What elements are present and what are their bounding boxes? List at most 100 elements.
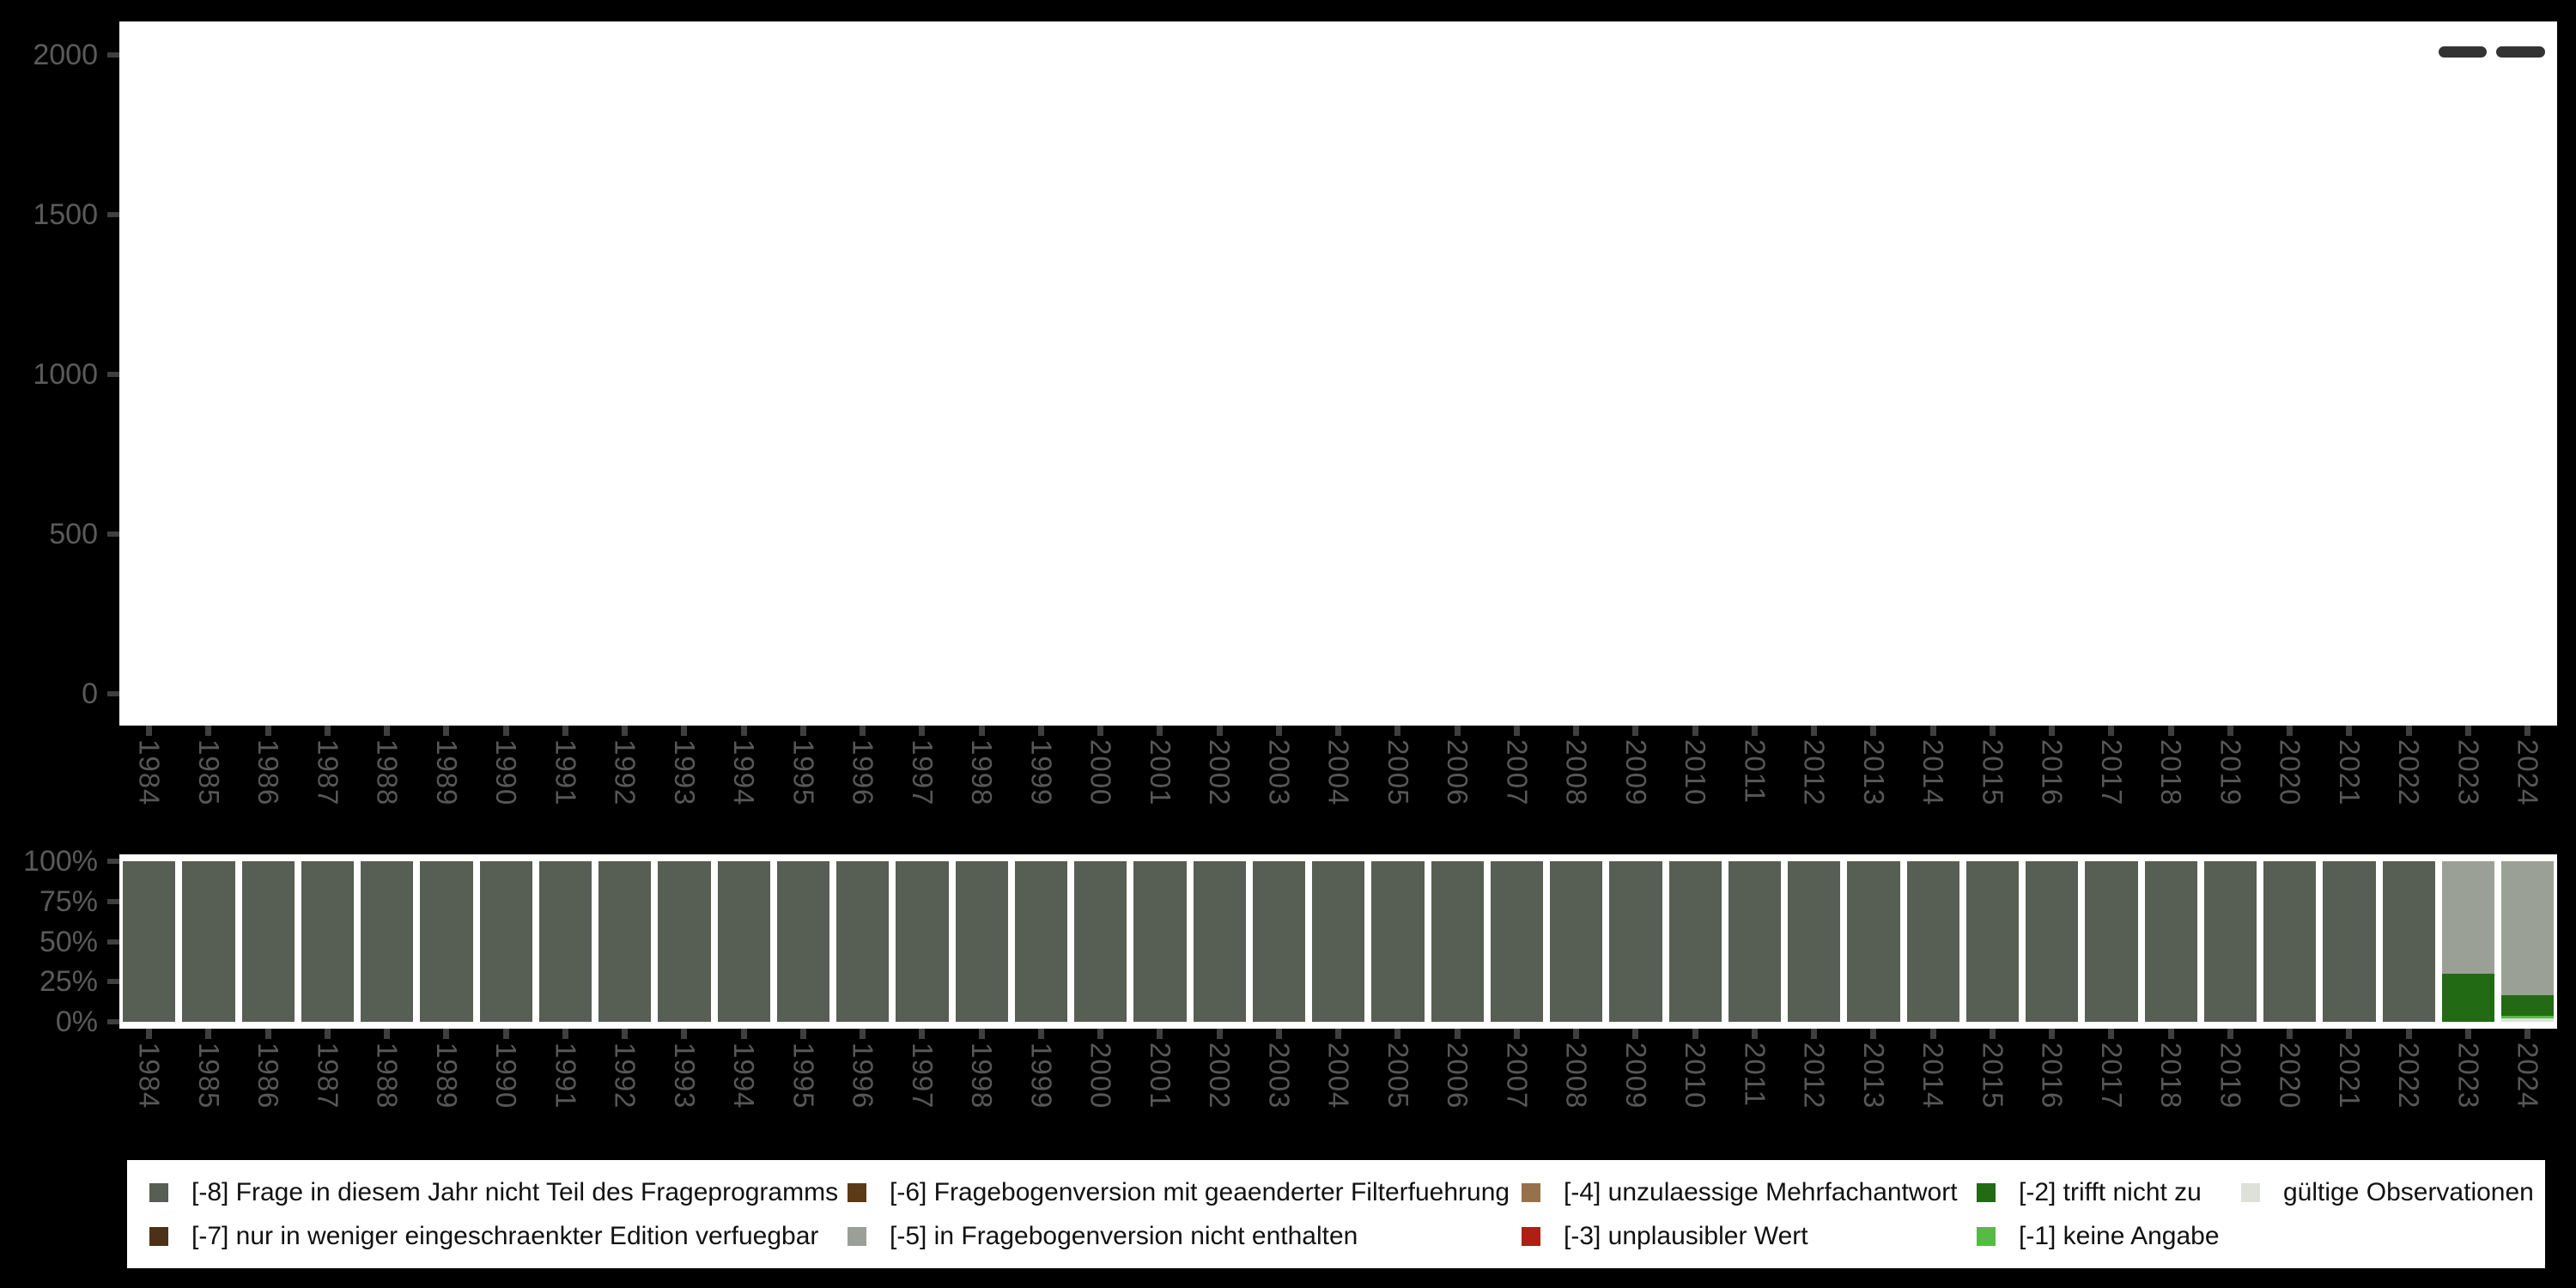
stacked-bar-2015[interactable] <box>1965 861 2019 1022</box>
legend-item--1[interactable]: [-1] keine Angabe <box>1977 1222 2241 1251</box>
stacked-bar-1990[interactable] <box>479 861 532 1022</box>
bar-segment--8[interactable] <box>2323 861 2376 1022</box>
stacked-bar-1996[interactable] <box>836 861 890 1022</box>
bar-segment-valid[interactable] <box>2501 1018 2555 1022</box>
bar-segment--8[interactable] <box>2203 861 2257 1022</box>
stacked-bar-2024[interactable] <box>2501 861 2555 1022</box>
stacked-bar-2008[interactable] <box>1550 861 1603 1022</box>
bar-segment--8[interactable] <box>2382 861 2435 1022</box>
bar-segment--1[interactable] <box>2501 1016 2555 1019</box>
stacked-bar-1998[interactable] <box>955 861 1008 1022</box>
bar-segment--8[interactable] <box>2144 861 2197 1022</box>
bar-segment--8[interactable] <box>896 861 949 1022</box>
bar-segment--8[interactable] <box>2263 861 2317 1022</box>
modebar-dash-icon-1[interactable] <box>2439 46 2487 58</box>
stacked-bar-2017[interactable] <box>2085 861 2138 1022</box>
stacked-bar-2002[interactable] <box>1193 861 1246 1022</box>
bar-segment--8[interactable] <box>1550 861 1603 1022</box>
stacked-bar-2020[interactable] <box>2263 861 2317 1022</box>
bar-segment--8[interactable] <box>479 861 532 1022</box>
stacked-bar-1992[interactable] <box>598 861 652 1022</box>
bar-segment--8[interactable] <box>1490 861 1543 1022</box>
bar-segment--8[interactable] <box>598 861 652 1022</box>
bar-segment--8[interactable] <box>1906 861 1959 1022</box>
legend-item--8[interactable]: [-8] Frage in diesem Jahr nicht Teil des… <box>149 1178 848 1207</box>
bar-slot-1999 <box>1012 861 1071 1022</box>
bar-segment--8[interactable] <box>955 861 1008 1022</box>
bar-segment--8[interactable] <box>538 861 592 1022</box>
stacked-bar-2004[interactable] <box>1312 861 1365 1022</box>
stacked-bar-2023[interactable] <box>2441 861 2494 1022</box>
x-axis-slot: 1992 <box>595 726 654 805</box>
stacked-bar-2011[interactable] <box>1728 861 1781 1022</box>
modebar-dash-icon-2[interactable] <box>2496 46 2545 58</box>
stacked-bar-1987[interactable] <box>301 861 354 1022</box>
stacked-bar-1985[interactable] <box>182 861 235 1022</box>
stacked-bar-2005[interactable] <box>1371 861 1425 1022</box>
stacked-bar-2007[interactable] <box>1490 861 1543 1022</box>
bar-segment--8[interactable] <box>2026 861 2079 1022</box>
bar-segment--8[interactable] <box>1788 861 1841 1022</box>
bar-segment--8[interactable] <box>182 861 235 1022</box>
bar-segment--8[interactable] <box>1193 861 1246 1022</box>
stacked-bar-2003[interactable] <box>1252 861 1305 1022</box>
bar-segment--8[interactable] <box>1371 861 1425 1022</box>
bar-segment--8[interactable] <box>301 861 354 1022</box>
stacked-bar-2000[interactable] <box>1074 861 1127 1022</box>
bar-segment--8[interactable] <box>1133 861 1187 1022</box>
stacked-bar-2018[interactable] <box>2144 861 2197 1022</box>
bar-segment--8[interactable] <box>1431 861 1484 1022</box>
stacked-bar-2012[interactable] <box>1788 861 1841 1022</box>
bar-segment--8[interactable] <box>1252 861 1305 1022</box>
legend-item--6[interactable]: [-6] Fragebogenversion mit geaenderter F… <box>848 1178 1522 1207</box>
bar-segment--8[interactable] <box>836 861 890 1022</box>
stacked-bar-2021[interactable] <box>2323 861 2376 1022</box>
stacked-bar-1991[interactable] <box>538 861 592 1022</box>
stacked-bar-2013[interactable] <box>1847 861 1900 1022</box>
legend-item--2[interactable]: [-2] trifft nicht zu <box>1977 1178 2241 1207</box>
legend-item--5[interactable]: [-5] in Fragebogenversion nicht enthalte… <box>848 1222 1522 1251</box>
bar-segment--8[interactable] <box>1074 861 1127 1022</box>
stacked-bar-2016[interactable] <box>2026 861 2079 1022</box>
bar-segment--8[interactable] <box>1965 861 2019 1022</box>
bar-segment--8[interactable] <box>1728 861 1781 1022</box>
stacked-bar-2010[interactable] <box>1668 861 1722 1022</box>
stacked-bar-1994[interactable] <box>717 861 770 1022</box>
stacked-bar-2006[interactable] <box>1431 861 1484 1022</box>
legend-item-valid[interactable]: gültige Observationen <box>2241 1178 2545 1207</box>
bar-segment--8[interactable] <box>1312 861 1365 1022</box>
stacked-bar-2014[interactable] <box>1906 861 1959 1022</box>
legend-item--4[interactable]: [-4] unzulaessige Mehrfachantwort <box>1522 1178 1977 1207</box>
stacked-bar-1984[interactable] <box>123 861 176 1022</box>
stacked-bar-1986[interactable] <box>241 861 295 1022</box>
stacked-bar-1997[interactable] <box>896 861 949 1022</box>
stacked-bar-1993[interactable] <box>658 861 711 1022</box>
stacked-bar-2022[interactable] <box>2382 861 2435 1022</box>
bar-segment--8[interactable] <box>658 861 711 1022</box>
bar-segment--8[interactable] <box>1847 861 1900 1022</box>
bar-segment--8[interactable] <box>2085 861 2138 1022</box>
bar-segment--8[interactable] <box>1609 861 1662 1022</box>
legend-item--3[interactable]: [-3] unplausibler Wert <box>1522 1222 1977 1251</box>
bar-segment--8[interactable] <box>1014 861 1067 1022</box>
stacked-bar-1999[interactable] <box>1014 861 1067 1022</box>
bar-segment--8[interactable] <box>361 861 414 1022</box>
bar-segment--2[interactable] <box>2501 995 2555 1017</box>
bar-segment--8[interactable] <box>717 861 770 1022</box>
stacked-bar-2001[interactable] <box>1133 861 1187 1022</box>
bar-segment--8[interactable] <box>123 861 176 1022</box>
bar-segment--8[interactable] <box>1668 861 1722 1022</box>
stacked-bar-1995[interactable] <box>776 861 829 1022</box>
stacked-bar-2019[interactable] <box>2203 861 2257 1022</box>
bar-segment--2[interactable] <box>2441 973 2494 1022</box>
x-year-label: 1991 <box>550 739 582 806</box>
stacked-bar-1988[interactable] <box>361 861 414 1022</box>
legend-item--7[interactable]: [-7] nur in weniger eingeschraenkter Edi… <box>149 1222 848 1251</box>
bar-segment--5[interactable] <box>2441 861 2494 974</box>
stacked-bar-2009[interactable] <box>1609 861 1662 1022</box>
stacked-bar-1989[interactable] <box>420 861 473 1022</box>
bar-segment--8[interactable] <box>420 861 473 1022</box>
bar-segment--8[interactable] <box>241 861 295 1022</box>
bar-segment--5[interactable] <box>2501 861 2555 996</box>
bar-segment--8[interactable] <box>776 861 829 1022</box>
